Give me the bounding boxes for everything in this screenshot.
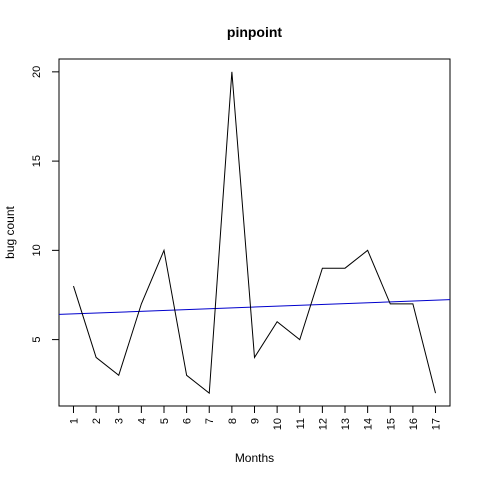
x-tick-label: 17: [431, 418, 443, 430]
x-tick-label: 14: [363, 418, 375, 430]
x-tick-label: 13: [340, 418, 352, 430]
x-tick-label: 12: [317, 418, 329, 430]
x-tick-label: 8: [227, 418, 239, 424]
y-tick-label: 5: [31, 337, 43, 343]
x-tick-label: 2: [91, 418, 103, 424]
trend-line: [58, 299, 451, 315]
x-tick-label: 1: [68, 418, 80, 424]
y-tick-label: 15: [31, 155, 43, 167]
y-tick-label: 10: [31, 244, 43, 256]
x-tick-label: 6: [182, 418, 194, 424]
x-tick-label: 10: [272, 418, 284, 430]
bug-count-series-line: [73, 71, 437, 395]
x-tick-label: 15: [385, 418, 397, 430]
x-tick-label: 3: [114, 418, 126, 424]
x-axis: 1 2 3 4 5 6 7 8 9 10 11 12 13 14 15 16 17: [68, 406, 443, 430]
y-axis: 5 10 15 20: [31, 66, 59, 343]
x-tick-label: 5: [159, 418, 171, 424]
y-tick-label: 20: [31, 66, 43, 78]
x-axis-label: Months: [235, 451, 274, 465]
y-axis-label: bug count: [3, 205, 17, 258]
x-tick-label: 11: [295, 418, 307, 429]
x-tick-label: 9: [250, 418, 262, 424]
chart-title: pinpoint: [227, 24, 283, 40]
x-tick-label: 7: [204, 418, 216, 424]
x-tick-label: 16: [408, 418, 420, 430]
x-tick-label: 4: [136, 418, 148, 424]
